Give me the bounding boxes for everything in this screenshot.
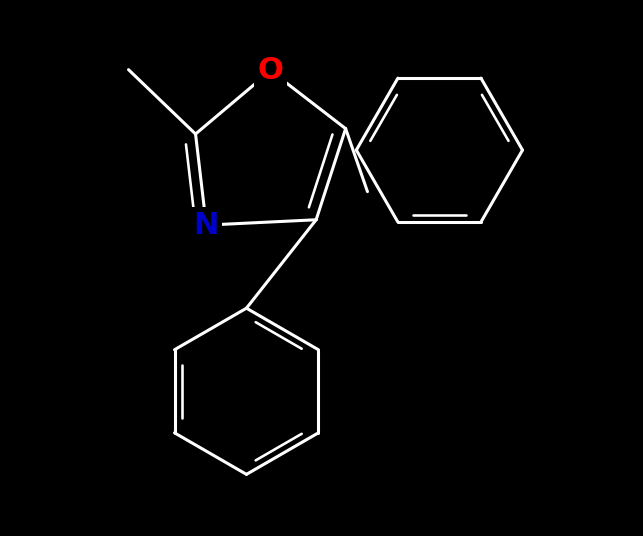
Text: N: N	[194, 211, 219, 240]
Text: O: O	[258, 56, 284, 85]
